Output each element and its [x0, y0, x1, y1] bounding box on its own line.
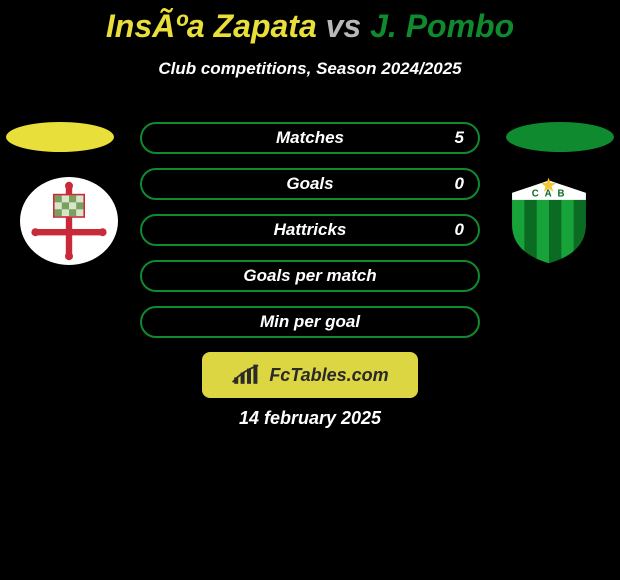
stat-row: Hattricks 0 — [140, 214, 480, 246]
stat-label: Hattricks — [274, 220, 347, 240]
club-crest-right-icon: C A B — [500, 177, 598, 265]
svg-text:C A B: C A B — [532, 188, 566, 199]
subtitle: Club competitions, Season 2024/2025 — [0, 59, 620, 79]
club-crest-right: C A B — [500, 177, 598, 265]
stat-right-value: 0 — [455, 174, 464, 194]
date-label: 14 february 2025 — [0, 408, 620, 429]
player-left-dot — [6, 122, 114, 152]
branding-text: FcTables.com — [269, 365, 388, 386]
stat-row: Matches 5 — [140, 122, 480, 154]
club-crest-left — [20, 177, 118, 265]
player-right-name: J. Pombo — [370, 8, 514, 44]
stat-label: Goals — [286, 174, 333, 194]
stat-label: Min per goal — [260, 312, 360, 332]
player-left-name: InsÃºa Zapata — [106, 8, 317, 44]
stat-right-value: 5 — [455, 128, 464, 148]
stat-right-value: 0 — [455, 220, 464, 240]
vs-label: vs — [326, 8, 362, 44]
bar-chart-icon — [231, 363, 263, 387]
page-title: InsÃºa Zapata vs J. Pombo — [0, 0, 620, 45]
stat-row: Goals per match — [140, 260, 480, 292]
branding-box: FcTables.com — [202, 352, 418, 398]
player-right-dot — [506, 122, 614, 152]
stat-row: Min per goal — [140, 306, 480, 338]
stat-label: Goals per match — [243, 266, 376, 286]
club-crest-left-icon — [29, 181, 109, 261]
stat-row: Goals 0 — [140, 168, 480, 200]
stats-table: Matches 5 Goals 0 Hattricks 0 Goals per … — [140, 122, 480, 352]
stat-label: Matches — [276, 128, 344, 148]
